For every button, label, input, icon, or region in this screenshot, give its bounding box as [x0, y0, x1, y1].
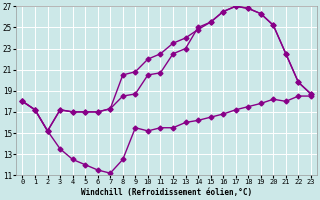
X-axis label: Windchill (Refroidissement éolien,°C): Windchill (Refroidissement éolien,°C) — [81, 188, 252, 197]
